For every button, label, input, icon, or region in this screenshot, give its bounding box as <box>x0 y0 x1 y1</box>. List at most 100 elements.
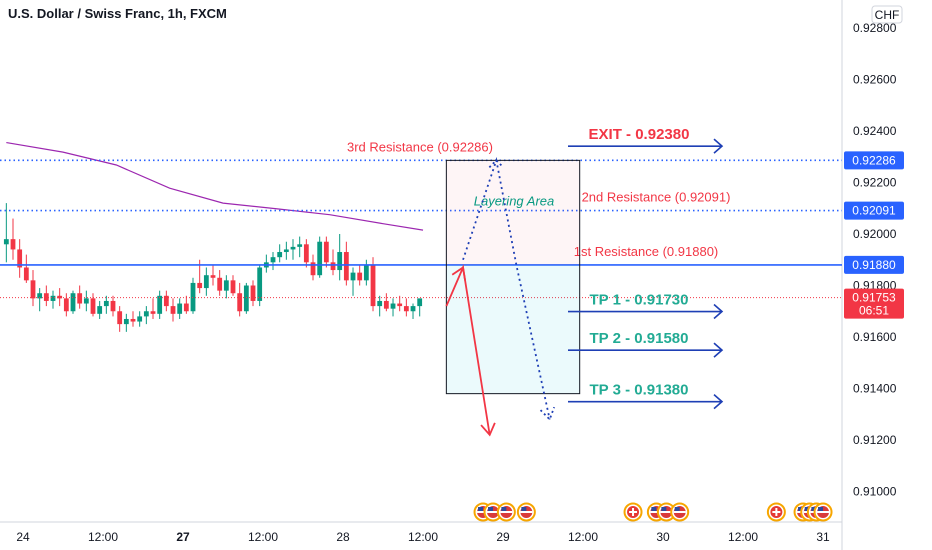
time-tick-label: 28 <box>336 530 350 544</box>
time-tick-label: 12:00 <box>568 530 598 544</box>
candle-body <box>363 264 369 281</box>
candle-body <box>303 244 309 263</box>
level-tag-box <box>844 201 904 220</box>
event-flag-stripe <box>673 511 686 513</box>
candle-body <box>377 300 383 307</box>
target-exit: EXIT - 0.92380 <box>568 126 724 154</box>
candle <box>203 267 209 296</box>
candle-body <box>337 252 343 271</box>
target-label: TP 2 - 0.91580 <box>590 330 689 347</box>
candle-body <box>223 280 229 291</box>
us-event-icon[interactable] <box>516 502 536 522</box>
time-tick-label: 12:00 <box>728 530 758 544</box>
event-flag-stripe <box>520 511 533 513</box>
candle <box>17 239 23 278</box>
peak-marker <box>488 159 504 168</box>
us-event-icon[interactable] <box>813 502 833 522</box>
candle <box>130 311 136 327</box>
candle-body <box>283 249 289 253</box>
candle <box>410 303 416 319</box>
current-price-tag-label: 0.91753 <box>852 291 896 305</box>
candle <box>163 290 169 312</box>
candle <box>337 234 343 281</box>
candle-body <box>357 272 363 281</box>
candle <box>230 275 236 296</box>
candle <box>37 288 43 312</box>
candle <box>330 249 336 276</box>
price-tick-label: 0.92600 <box>853 73 897 87</box>
event-cross-h <box>629 511 638 513</box>
candle <box>317 236 323 278</box>
ch-event-icon[interactable] <box>623 502 643 522</box>
candle <box>150 298 156 319</box>
candle-body <box>163 295 169 307</box>
candle-body <box>417 298 423 307</box>
candle-body <box>150 311 156 314</box>
target-tp: TP 1 - 0.91730 <box>568 292 724 320</box>
candle <box>237 282 243 317</box>
candle-body <box>83 298 89 304</box>
event-cross-h <box>772 511 781 513</box>
time-tick-label: 27 <box>176 530 190 544</box>
currency-badge-box <box>871 5 903 24</box>
candle <box>43 285 49 307</box>
us-event-icon[interactable] <box>656 502 676 522</box>
time-tick-label: 12:00 <box>248 530 278 544</box>
ch-event-icon[interactable] <box>766 502 786 522</box>
time-axis[interactable]: 24 12:00 27 12:00 28 12:00 29 12:00 30 12:00 31 <box>16 530 830 544</box>
resistance-label: 2nd Resistance (0.92091) <box>582 190 731 205</box>
candle-body <box>10 239 16 250</box>
candle-body <box>290 246 296 250</box>
us-event-icon[interactable] <box>670 502 690 522</box>
resistance-levels: 3rd Resistance (0.92286) 2nd Resistance (… <box>0 139 842 299</box>
candle <box>297 236 303 258</box>
resistance-label: 3rd Resistance (0.92286) <box>347 139 493 154</box>
level-tag-box <box>844 255 904 274</box>
candle-body <box>23 267 29 281</box>
candle-body <box>343 252 349 281</box>
us-event-icon[interactable] <box>496 502 516 522</box>
candle <box>343 241 349 286</box>
currency-badge-label: CHF <box>875 8 900 22</box>
candle <box>30 270 36 307</box>
candle <box>270 252 276 271</box>
target-arrowhead <box>713 303 724 320</box>
candle-body <box>17 249 23 268</box>
us-event-icon[interactable] <box>483 502 503 522</box>
candle <box>257 264 263 307</box>
layering-area-box: Layering Area <box>445 159 581 395</box>
current-price-tag-box <box>844 288 904 319</box>
level-price-tag: 0.91880 <box>844 255 904 274</box>
candle <box>77 285 83 309</box>
candle-body <box>3 239 9 245</box>
candle <box>190 277 196 314</box>
candle-body <box>110 300 116 312</box>
candle <box>290 239 296 260</box>
target-arrowhead <box>713 342 724 358</box>
event-flag-stripe <box>650 511 663 513</box>
economic-event-markers[interactable] <box>473 502 833 522</box>
target-label: EXIT - 0.92380 <box>589 126 690 143</box>
candle-body <box>410 306 416 312</box>
event-flag-stripe <box>487 511 500 513</box>
candle-body <box>143 311 149 317</box>
event-flag-canton <box>798 507 804 511</box>
candle <box>350 267 356 296</box>
candle-body <box>243 285 249 312</box>
time-tick-label: 30 <box>656 530 670 544</box>
price-tick-label: 0.92000 <box>853 227 897 241</box>
candle-body <box>310 262 316 276</box>
candlestick-series <box>3 203 423 332</box>
candle <box>57 288 63 307</box>
price-tick-label: 0.91000 <box>853 485 897 499</box>
candle-body <box>43 293 49 301</box>
currency-badge[interactable]: CHF <box>871 5 903 24</box>
target-label: TP 1 - 0.91730 <box>590 292 689 309</box>
layering-area-label: Layering Area <box>474 193 554 208</box>
candle-body <box>277 252 283 258</box>
candle <box>63 293 69 317</box>
event-flag-canton <box>661 507 667 511</box>
candle <box>223 275 229 299</box>
